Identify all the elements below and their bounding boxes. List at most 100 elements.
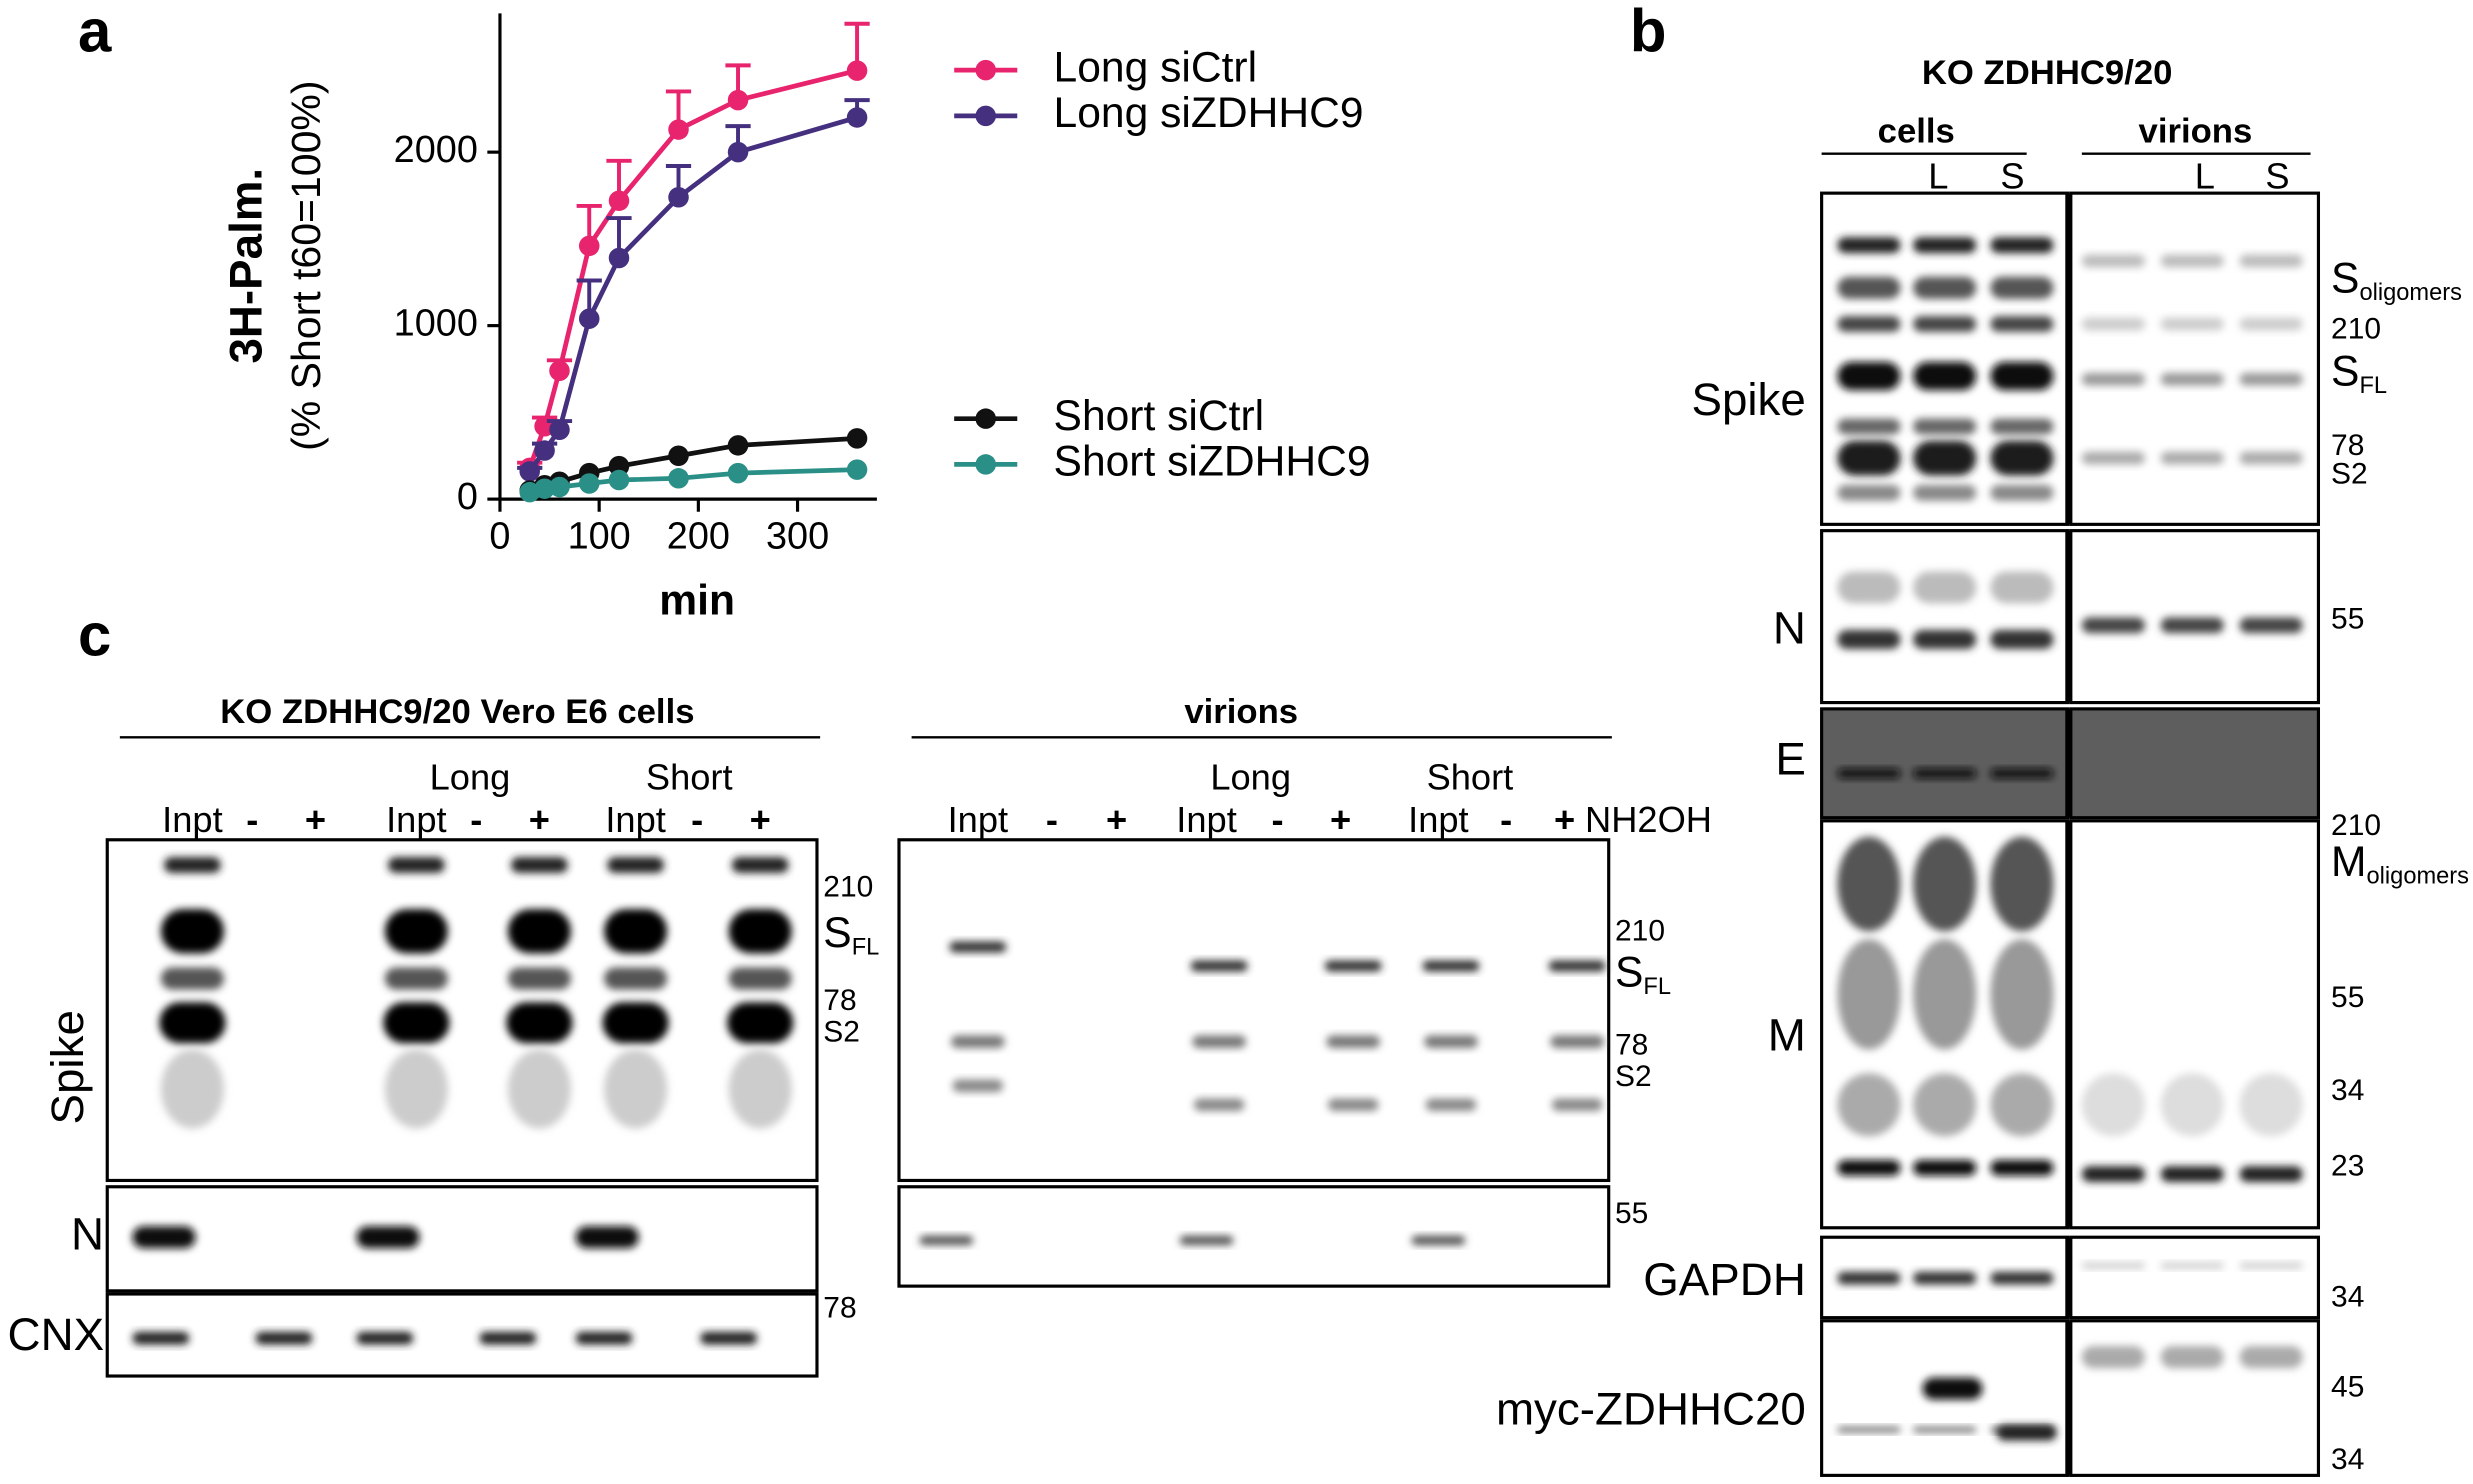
band bbox=[1913, 237, 1977, 254]
lane-label: - bbox=[1500, 799, 1512, 840]
treatment-label: NH2OH bbox=[1585, 799, 1712, 840]
band bbox=[160, 909, 224, 954]
blot-row bbox=[105, 1292, 819, 1378]
band bbox=[1837, 1426, 1901, 1433]
band bbox=[384, 1049, 448, 1129]
band bbox=[1913, 484, 1977, 501]
lane-label: Inpt bbox=[605, 799, 666, 840]
lane-label: + bbox=[1330, 799, 1351, 840]
size-marker: 210 bbox=[2331, 312, 2381, 345]
band bbox=[1551, 1098, 1603, 1112]
size-marker: 45 bbox=[2331, 1371, 2364, 1404]
data-point bbox=[668, 445, 689, 466]
series-line bbox=[529, 467, 858, 495]
band bbox=[1990, 316, 2054, 332]
band bbox=[1913, 1073, 1977, 1137]
size-marker: S2 bbox=[1615, 1060, 1652, 1093]
blot-frame bbox=[105, 1292, 819, 1378]
group-label: Long bbox=[1210, 756, 1291, 797]
lane-label: + bbox=[529, 799, 550, 840]
band bbox=[1913, 939, 1977, 1050]
band bbox=[1190, 960, 1248, 972]
band bbox=[949, 941, 1007, 953]
band bbox=[728, 909, 792, 954]
blot-frame bbox=[2069, 191, 2321, 526]
band bbox=[1179, 1235, 1234, 1246]
marker-main: S bbox=[1615, 949, 1643, 997]
lane-label: Inpt bbox=[1408, 799, 1469, 840]
blot-row bbox=[1820, 1235, 2321, 1320]
size-marker: S2 bbox=[823, 1016, 860, 1049]
size-marker: S2 bbox=[2331, 457, 2368, 490]
data-point bbox=[727, 435, 749, 456]
band bbox=[1913, 1426, 1977, 1433]
band bbox=[1837, 237, 1901, 254]
band bbox=[1990, 237, 2054, 254]
band bbox=[160, 1049, 224, 1129]
band bbox=[1837, 1271, 1901, 1285]
blot-row bbox=[1820, 707, 2321, 820]
lane-label: Inpt bbox=[948, 799, 1008, 840]
band bbox=[356, 1226, 420, 1249]
blot-row bbox=[1820, 1319, 2321, 1477]
blot-row bbox=[105, 838, 819, 1183]
data-point bbox=[846, 60, 868, 81]
row-label: myc-ZDHHC20 bbox=[1496, 1383, 1806, 1434]
blot-frame bbox=[1820, 529, 2070, 705]
band bbox=[1990, 939, 2054, 1050]
band bbox=[1550, 1035, 1604, 1048]
blot-frame bbox=[2069, 819, 2321, 1230]
band bbox=[1837, 571, 1901, 604]
y-axis-label: 3H-Palm. bbox=[220, 168, 271, 364]
size-marker: SFL bbox=[2331, 348, 2387, 400]
band bbox=[1837, 361, 1901, 391]
band bbox=[2081, 254, 2145, 268]
band bbox=[2239, 1262, 2303, 1269]
legend-marker bbox=[975, 105, 996, 127]
data-point bbox=[846, 459, 868, 480]
data-point bbox=[534, 478, 555, 499]
size-marker: 55 bbox=[1615, 1197, 1648, 1230]
band bbox=[159, 1002, 226, 1044]
band bbox=[1913, 1159, 1977, 1176]
group-label: Short bbox=[646, 756, 733, 797]
band bbox=[1837, 1159, 1901, 1176]
band bbox=[607, 857, 664, 873]
size-marker: 210 bbox=[1615, 915, 1665, 948]
row-label: E bbox=[1775, 734, 1806, 785]
band bbox=[356, 1331, 414, 1345]
band bbox=[1193, 1098, 1245, 1112]
band bbox=[2239, 451, 2303, 465]
marker-sub: oligomers bbox=[2367, 864, 2469, 890]
band bbox=[1837, 316, 1901, 332]
group-label: Short bbox=[1427, 756, 1514, 797]
size-marker: 55 bbox=[2331, 602, 2364, 635]
lane-label: + bbox=[1106, 799, 1127, 840]
band bbox=[1326, 1035, 1381, 1048]
band bbox=[1913, 418, 1977, 435]
size-marker: 34 bbox=[2331, 1074, 2364, 1107]
size-marker: 78 bbox=[823, 984, 856, 1017]
band bbox=[2160, 254, 2224, 268]
band bbox=[2160, 617, 2224, 634]
band bbox=[727, 1002, 794, 1044]
band bbox=[507, 967, 571, 990]
size-marker: 34 bbox=[2331, 1443, 2364, 1476]
blot-row bbox=[105, 1185, 819, 1293]
band bbox=[1324, 960, 1382, 972]
band bbox=[1990, 836, 2054, 932]
legend-marker bbox=[975, 59, 996, 81]
data-point bbox=[534, 440, 555, 461]
data-point bbox=[549, 360, 570, 381]
band bbox=[2239, 1073, 2303, 1137]
band bbox=[2239, 372, 2303, 386]
band bbox=[2160, 451, 2224, 465]
size-marker: Soligomers bbox=[2331, 255, 2462, 307]
band bbox=[1990, 440, 2054, 476]
blot-row bbox=[1820, 191, 2321, 526]
band bbox=[602, 1002, 669, 1044]
band bbox=[1837, 440, 1901, 476]
band bbox=[1913, 361, 1977, 391]
legend-label: Short siCtrl bbox=[1054, 392, 1265, 440]
